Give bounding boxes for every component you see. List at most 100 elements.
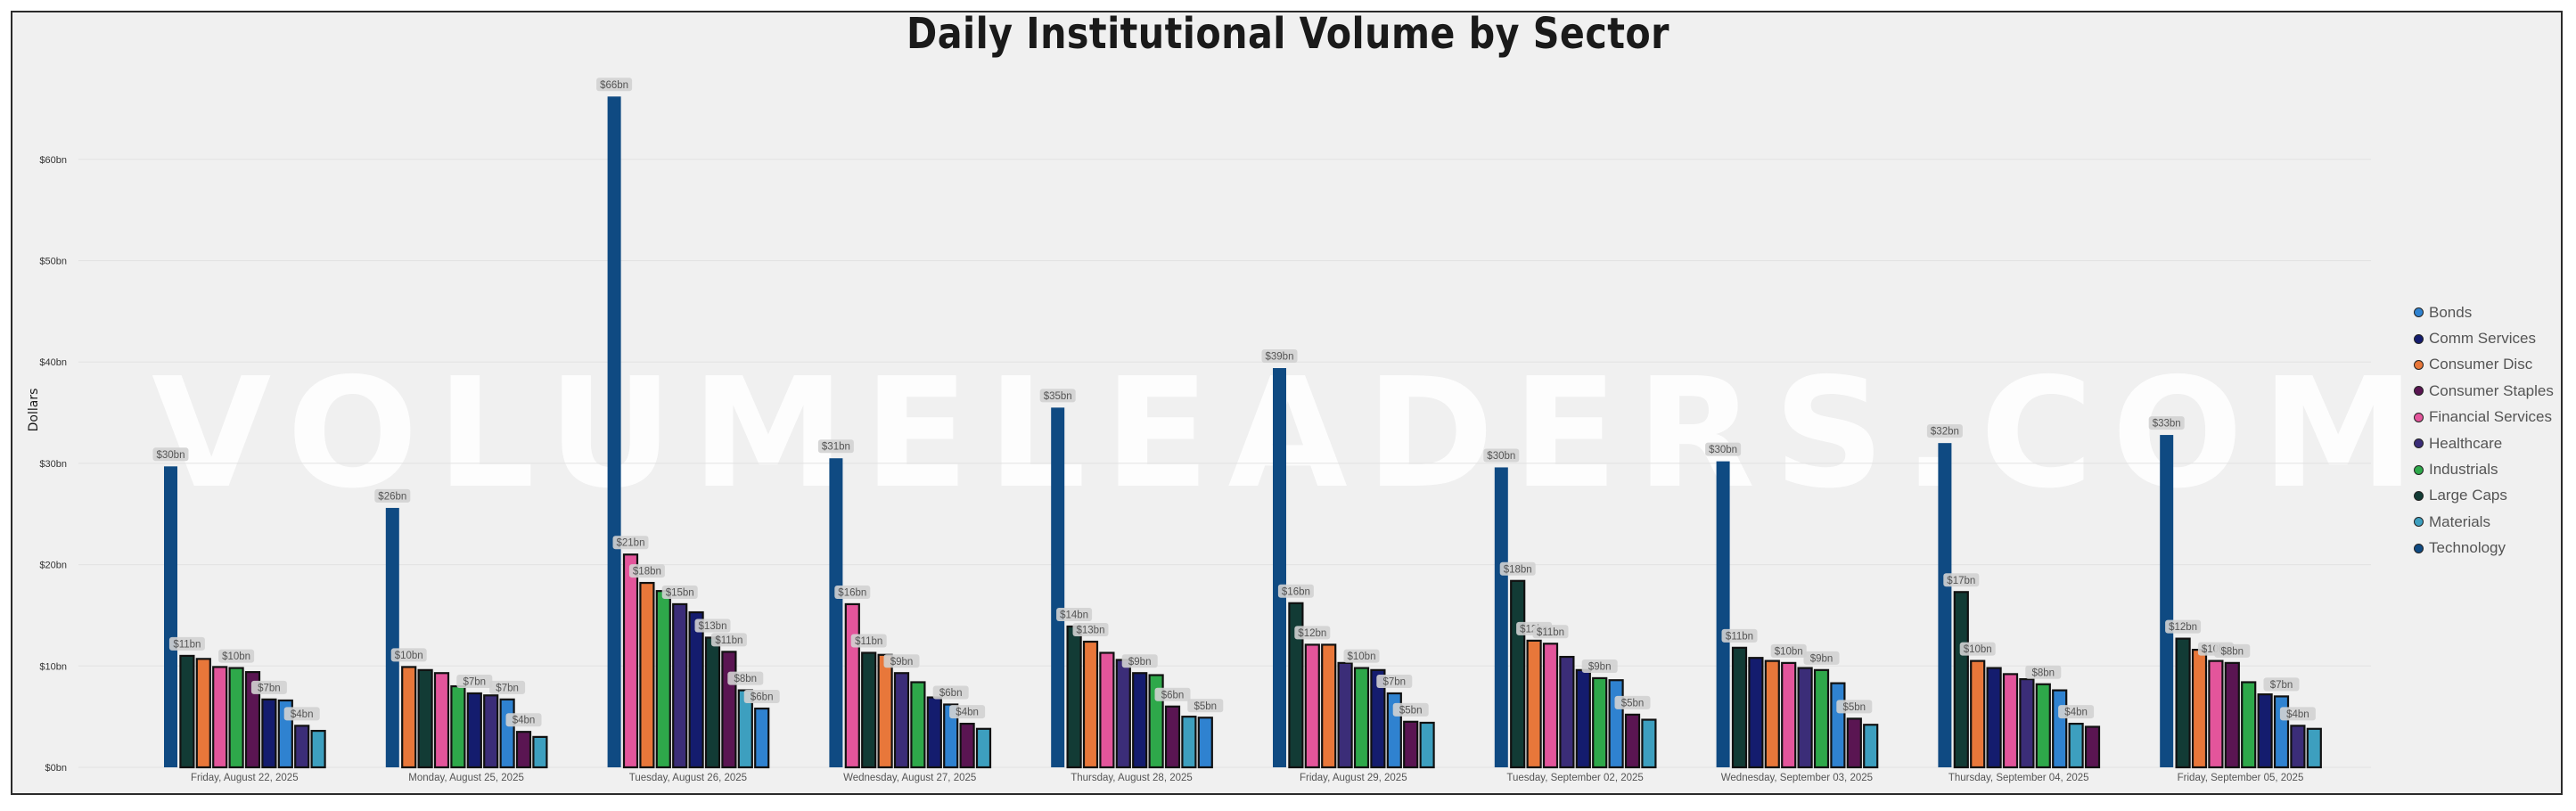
data-label-box bbox=[612, 536, 649, 550]
data-label: $18bn bbox=[633, 567, 661, 578]
data-label-box bbox=[374, 488, 411, 503]
data-label: $39bn bbox=[1266, 352, 1294, 363]
legend-item[interactable]: Industrials bbox=[2414, 456, 2554, 482]
data-label: $9bn bbox=[1810, 653, 1834, 664]
bar bbox=[1953, 591, 1969, 769]
data-label-box bbox=[727, 671, 764, 685]
data-label: $7bn bbox=[496, 683, 519, 693]
bar bbox=[2052, 689, 2068, 769]
bar bbox=[1830, 682, 1846, 769]
bar bbox=[1082, 640, 1099, 769]
legend-swatch-icon bbox=[2414, 543, 2424, 553]
legend-label: Consumer Disc bbox=[2429, 356, 2533, 373]
data-label-box bbox=[1705, 442, 1742, 456]
legend-item[interactable]: Technology bbox=[2414, 536, 2554, 561]
bar bbox=[1419, 721, 1435, 769]
bar bbox=[515, 731, 532, 769]
data-label: $31bn bbox=[822, 442, 850, 453]
data-label: $15bn bbox=[666, 587, 694, 598]
bar bbox=[385, 507, 399, 767]
bar bbox=[975, 727, 992, 769]
bar bbox=[1781, 661, 1797, 769]
data-label-box bbox=[2058, 705, 2095, 719]
data-label: $8bn bbox=[2221, 646, 2244, 657]
bar bbox=[622, 553, 639, 769]
data-label-box bbox=[283, 707, 320, 721]
data-label: $30bn bbox=[1487, 451, 1515, 462]
bar bbox=[212, 666, 228, 769]
data-label: $10bn bbox=[222, 651, 250, 662]
data-label: $7bn bbox=[258, 683, 281, 693]
data-label: $7bn bbox=[1383, 676, 1407, 687]
data-label-box bbox=[1943, 573, 1980, 587]
data-label-box bbox=[850, 634, 887, 648]
data-label: $8bn bbox=[734, 674, 758, 684]
bar bbox=[261, 698, 277, 769]
data-label: $7bn bbox=[2270, 680, 2293, 691]
y-tick-label: $30bn bbox=[39, 459, 67, 470]
bar bbox=[2273, 695, 2290, 769]
data-label-box bbox=[1056, 607, 1093, 621]
bar bbox=[433, 672, 450, 769]
bar bbox=[2306, 727, 2322, 769]
bar bbox=[754, 707, 770, 769]
data-label-box bbox=[596, 78, 633, 92]
bar bbox=[401, 666, 417, 769]
legend-swatch-icon bbox=[2414, 490, 2424, 501]
legend-label: Healthcare bbox=[2429, 434, 2503, 452]
data-label: $5bn bbox=[1399, 705, 1423, 716]
bar bbox=[893, 672, 910, 769]
bar bbox=[532, 735, 548, 769]
data-labels: $30bn $11bn $10bn $7bn $4bn $26bn $10bn $7bn $7b… bbox=[152, 78, 2316, 727]
legend-swatch-icon bbox=[2414, 307, 2424, 318]
bar bbox=[2175, 637, 2191, 769]
legend-item[interactable]: Financial Services bbox=[2414, 405, 2554, 430]
data-label-box bbox=[1343, 649, 1380, 663]
y-tick-label: $60bn bbox=[39, 155, 67, 166]
data-label-box bbox=[694, 618, 731, 633]
bar bbox=[1526, 639, 1542, 769]
bar bbox=[483, 694, 499, 769]
data-label: $30bn bbox=[1709, 445, 1737, 455]
x-tick-label: Friday, September 05, 2025 bbox=[2178, 773, 2304, 783]
data-label-box bbox=[489, 680, 526, 694]
data-label: $11bn bbox=[855, 636, 882, 647]
data-label: $12bn bbox=[1298, 628, 1326, 639]
bar bbox=[1764, 659, 1780, 769]
bar bbox=[1748, 657, 1764, 769]
data-label: $9bn bbox=[1588, 661, 1612, 672]
data-label: $5bn bbox=[1621, 698, 1645, 709]
legend-item[interactable]: Bonds bbox=[2414, 299, 2554, 325]
bar bbox=[2257, 693, 2273, 769]
bar bbox=[607, 96, 621, 767]
bar bbox=[1559, 655, 1575, 769]
bar bbox=[844, 602, 860, 769]
data-label-box bbox=[628, 564, 665, 578]
legend-item[interactable]: Comm Services bbox=[2414, 325, 2554, 351]
legend-item[interactable]: Materials bbox=[2414, 509, 2554, 535]
data-label: $35bn bbox=[1044, 391, 1072, 402]
bar bbox=[499, 698, 515, 769]
data-label: $14bn bbox=[1060, 610, 1088, 620]
legend-item[interactable]: Healthcare bbox=[2414, 430, 2554, 456]
bar bbox=[1051, 407, 1065, 767]
bar bbox=[1321, 643, 1337, 769]
data-label: $13bn bbox=[1077, 626, 1105, 636]
bar bbox=[2208, 659, 2224, 769]
legend-swatch-icon bbox=[2414, 359, 2424, 370]
data-label-box bbox=[1294, 626, 1331, 640]
data-label: $5bn bbox=[1843, 702, 1866, 713]
data-label-box bbox=[932, 685, 969, 700]
legend-item[interactable]: Consumer Disc bbox=[2414, 352, 2554, 378]
bar bbox=[1938, 443, 1952, 767]
legend-item[interactable]: Large Caps bbox=[2414, 483, 2554, 509]
chart-frame bbox=[11, 11, 2563, 795]
data-label: $6bn bbox=[751, 692, 774, 703]
data-label-box bbox=[2148, 416, 2185, 430]
legend-label: Materials bbox=[2429, 512, 2490, 530]
x-tick-label: Friday, August 29, 2025 bbox=[1300, 773, 1407, 783]
legend-item[interactable]: Consumer Staples bbox=[2414, 378, 2554, 404]
data-label-box bbox=[2165, 619, 2202, 634]
data-label: $12bn bbox=[2169, 622, 2197, 633]
bar bbox=[228, 667, 244, 769]
